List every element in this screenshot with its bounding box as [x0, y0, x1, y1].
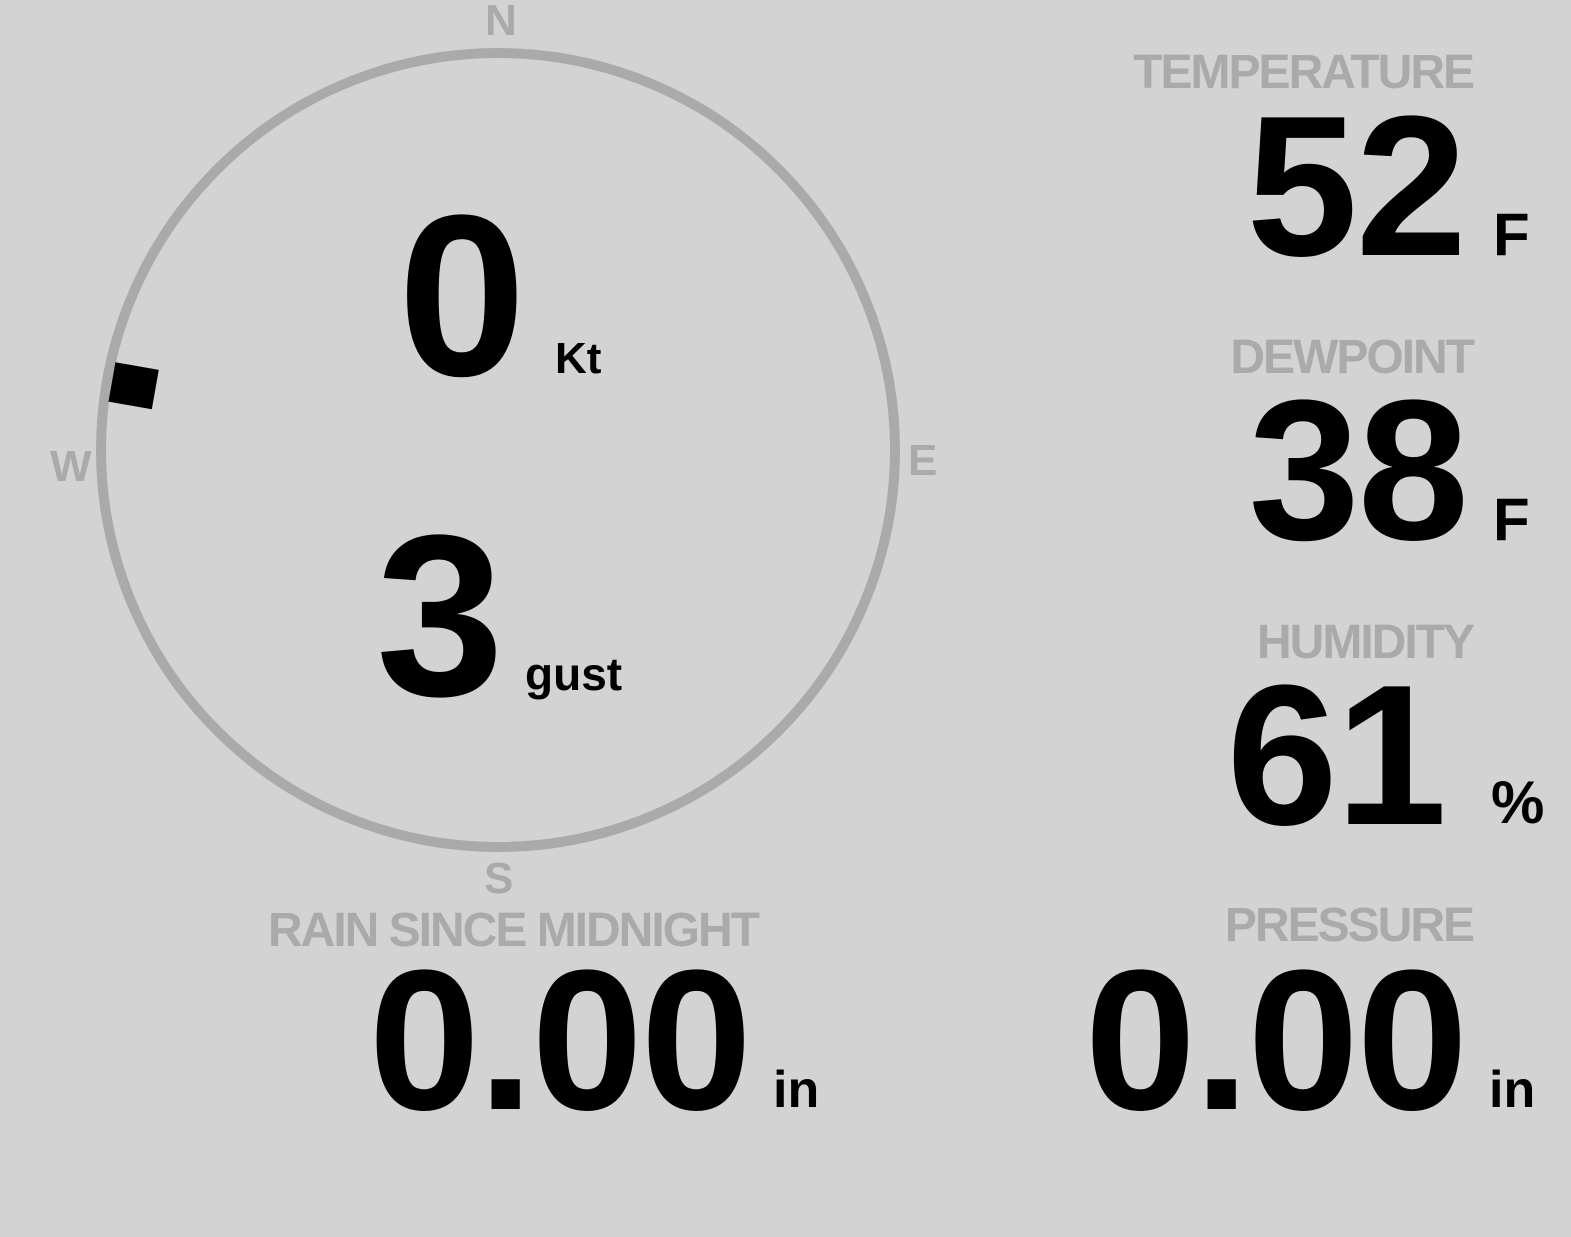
humidity-value: 61	[1226, 644, 1447, 867]
pressure-unit: in	[1489, 1061, 1536, 1119]
compass-south: S	[484, 854, 514, 903]
rain-label: RAIN SINCE MIDNIGHT	[268, 904, 760, 957]
wind-speed-unit: Kt	[555, 334, 602, 383]
wind-gust-value: 3	[376, 487, 504, 744]
compass-north: N	[485, 0, 517, 45]
temperature-label: TEMPERATURE	[1133, 46, 1475, 99]
wind-direction-marker	[108, 362, 159, 410]
temperature-value: 52	[1246, 75, 1467, 298]
wind-gust-unit: gust	[525, 648, 623, 700]
temperature-unit: F	[1493, 201, 1530, 268]
rain-value: 0.00	[368, 929, 752, 1152]
humidity-unit: %	[1491, 769, 1545, 836]
compass-west: W	[50, 442, 92, 491]
dewpoint-unit: F	[1493, 486, 1530, 553]
compass-ring	[96, 48, 900, 852]
compass-east: E	[908, 436, 938, 485]
dewpoint-label: DEWPOINT	[1230, 331, 1475, 384]
pressure-label: PRESSURE	[1224, 899, 1475, 952]
dewpoint-value: 38	[1248, 359, 1469, 582]
wind-speed-value: 0	[398, 167, 526, 424]
humidity-label: HUMIDITY	[1257, 616, 1475, 669]
rain-unit: in	[773, 1061, 820, 1119]
pressure-value: 0.00	[1084, 929, 1468, 1152]
